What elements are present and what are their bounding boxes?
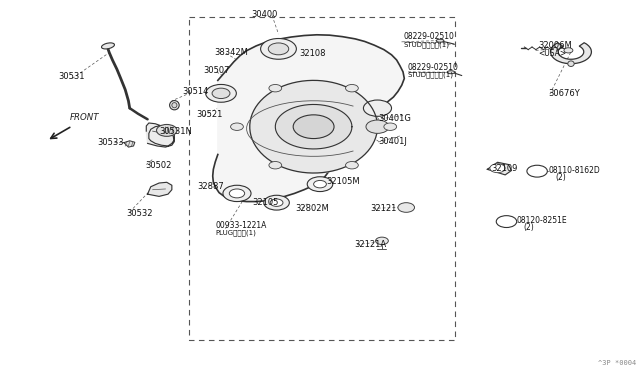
Polygon shape bbox=[275, 105, 352, 149]
Text: 30531N: 30531N bbox=[159, 127, 192, 137]
Ellipse shape bbox=[170, 100, 179, 110]
Text: 32121A: 32121A bbox=[354, 240, 386, 249]
Circle shape bbox=[157, 125, 177, 137]
Text: 30676Y: 30676Y bbox=[548, 89, 580, 98]
Circle shape bbox=[527, 165, 547, 177]
Circle shape bbox=[376, 237, 388, 244]
Text: 30514: 30514 bbox=[182, 87, 209, 96]
Circle shape bbox=[260, 38, 296, 59]
Circle shape bbox=[270, 199, 283, 206]
Text: 30521: 30521 bbox=[196, 110, 223, 119]
Ellipse shape bbox=[102, 43, 115, 49]
Text: 32105M: 32105M bbox=[326, 177, 360, 186]
Circle shape bbox=[264, 195, 289, 210]
Text: 32887: 32887 bbox=[197, 182, 224, 191]
Text: 32105: 32105 bbox=[252, 198, 278, 207]
Polygon shape bbox=[250, 80, 378, 173]
Circle shape bbox=[490, 164, 505, 173]
Circle shape bbox=[364, 100, 392, 116]
Wedge shape bbox=[550, 43, 591, 64]
Ellipse shape bbox=[568, 61, 574, 67]
Circle shape bbox=[346, 84, 358, 92]
Text: STUDスタッド(1): STUDスタッド(1) bbox=[408, 71, 454, 78]
Text: 08229-02510: 08229-02510 bbox=[403, 32, 454, 41]
Text: 08110-8162D: 08110-8162D bbox=[548, 166, 600, 175]
Text: 30502: 30502 bbox=[145, 161, 172, 170]
Circle shape bbox=[229, 189, 244, 198]
Text: 08229-02510: 08229-02510 bbox=[408, 63, 458, 72]
Polygon shape bbox=[124, 141, 135, 147]
Ellipse shape bbox=[436, 39, 444, 42]
Circle shape bbox=[223, 185, 251, 202]
Text: 30532: 30532 bbox=[126, 209, 152, 218]
Circle shape bbox=[293, 115, 334, 138]
Text: 30531: 30531 bbox=[58, 72, 84, 81]
Circle shape bbox=[269, 161, 282, 169]
Circle shape bbox=[564, 48, 573, 53]
Text: 32108: 32108 bbox=[299, 49, 325, 58]
Text: FRONT: FRONT bbox=[70, 113, 99, 122]
Text: 30401J: 30401J bbox=[379, 137, 408, 146]
Polygon shape bbox=[212, 35, 404, 202]
Circle shape bbox=[398, 203, 415, 212]
Text: PLUGプラグ(1): PLUGプラグ(1) bbox=[215, 230, 256, 236]
Text: (2): (2) bbox=[555, 173, 566, 182]
Text: 30533: 30533 bbox=[98, 138, 124, 147]
Circle shape bbox=[230, 123, 243, 131]
Text: 32109: 32109 bbox=[491, 164, 518, 173]
Text: 30400: 30400 bbox=[252, 10, 278, 19]
Text: 32121: 32121 bbox=[370, 204, 396, 213]
Text: 32006M: 32006M bbox=[538, 41, 572, 51]
Text: ^3P *0004: ^3P *0004 bbox=[598, 360, 636, 366]
Text: 00933-1221A: 00933-1221A bbox=[215, 221, 267, 230]
Circle shape bbox=[366, 120, 389, 134]
Circle shape bbox=[307, 177, 333, 192]
Text: <USA>: <USA> bbox=[538, 49, 566, 58]
Text: 08120-8251E: 08120-8251E bbox=[516, 217, 567, 225]
Text: 38342M: 38342M bbox=[214, 48, 248, 57]
Circle shape bbox=[314, 180, 326, 188]
Text: B: B bbox=[534, 167, 540, 176]
Polygon shape bbox=[147, 123, 174, 147]
Text: 30401G: 30401G bbox=[379, 114, 412, 123]
Text: (2): (2) bbox=[523, 223, 534, 232]
Ellipse shape bbox=[447, 71, 455, 74]
Polygon shape bbox=[487, 162, 511, 175]
Text: 32802M: 32802M bbox=[296, 205, 330, 214]
Circle shape bbox=[212, 88, 230, 99]
Ellipse shape bbox=[172, 103, 177, 108]
Circle shape bbox=[269, 84, 282, 92]
Circle shape bbox=[384, 123, 397, 131]
Text: 30507: 30507 bbox=[204, 66, 230, 75]
Circle shape bbox=[205, 84, 236, 102]
Circle shape bbox=[346, 161, 358, 169]
Circle shape bbox=[496, 216, 516, 228]
Text: STUDスタッド(1): STUDスタッド(1) bbox=[403, 41, 449, 48]
Circle shape bbox=[268, 43, 289, 55]
Text: B: B bbox=[504, 217, 509, 226]
Polygon shape bbox=[148, 182, 172, 196]
